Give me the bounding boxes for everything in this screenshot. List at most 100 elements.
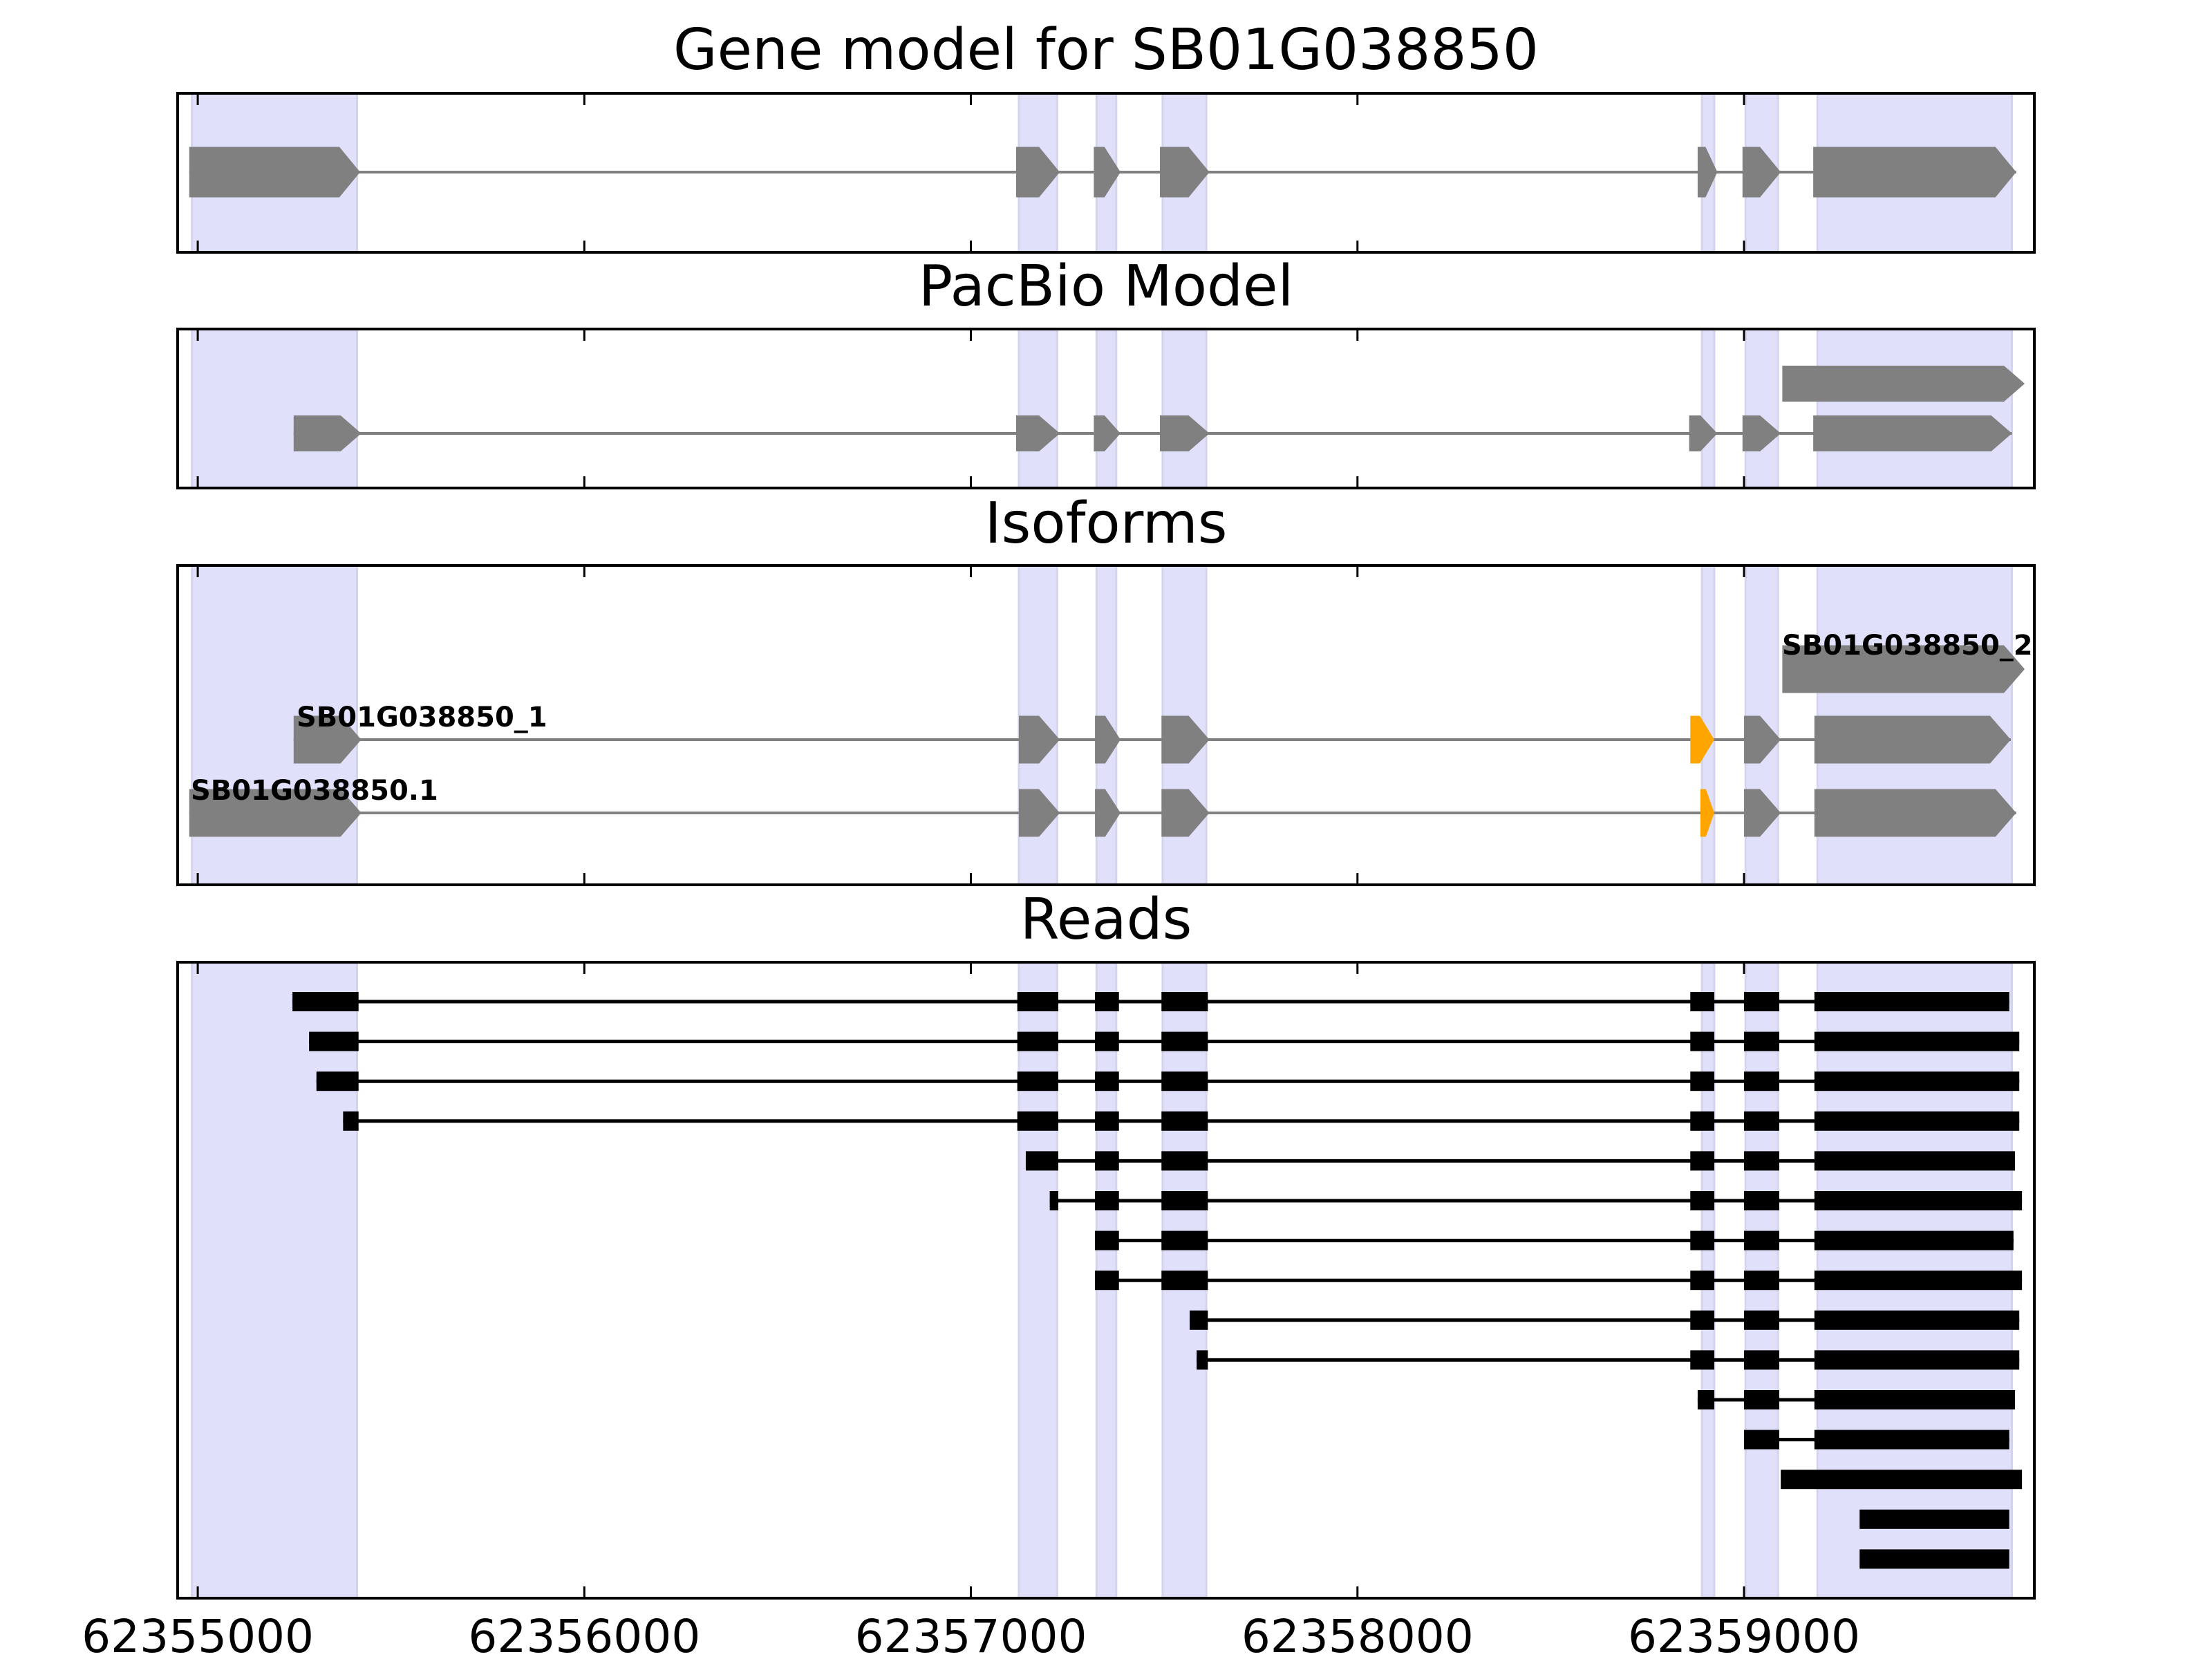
exon-shade-region <box>1018 328 1058 489</box>
isoform-label: SB01G038850.1 <box>191 775 438 807</box>
read-block <box>1095 1191 1119 1210</box>
read-block <box>1690 1350 1714 1370</box>
read-block <box>1095 1271 1119 1291</box>
read-block <box>1161 1071 1208 1091</box>
read-block <box>1744 1390 1779 1409</box>
x-tick-label: 62355000 <box>82 1610 314 1659</box>
read-block <box>292 992 359 1011</box>
exon <box>189 789 362 837</box>
read-block <box>1814 1071 2020 1091</box>
read-block <box>1814 992 2009 1011</box>
exon-shade-region <box>191 961 358 1600</box>
exon <box>1813 147 2016 198</box>
exon-shade-region <box>1095 328 1118 489</box>
read-block <box>1161 1271 1208 1291</box>
read-block <box>1017 1111 1058 1131</box>
read-block <box>1017 1031 1058 1051</box>
read-block <box>1690 992 1714 1011</box>
exon-shade-region <box>1816 328 2014 489</box>
exon <box>1015 415 1060 451</box>
exon <box>1095 715 1121 764</box>
read-block <box>1814 1271 2023 1291</box>
read-block <box>1690 1151 1714 1171</box>
read-block <box>1859 1549 2009 1569</box>
exon <box>1018 715 1060 764</box>
exon <box>1689 415 1718 451</box>
read-block <box>1161 1191 1208 1210</box>
read-block <box>1814 1191 2023 1210</box>
exon <box>1160 147 1210 198</box>
read-block <box>1025 1151 1058 1171</box>
read-block <box>1017 992 1058 1011</box>
highlighted-exon <box>1700 789 1714 837</box>
read-block <box>1814 1390 2016 1409</box>
read-block <box>1744 1071 1779 1091</box>
exon <box>1161 715 1210 764</box>
read-block <box>1690 1230 1714 1250</box>
panel-title-3: Reads <box>1020 887 1192 953</box>
read-block <box>1744 1230 1779 1250</box>
exon <box>1697 147 1718 198</box>
exon <box>1782 366 2025 402</box>
read-block <box>1814 1430 2009 1450</box>
x-tick-label: 62358000 <box>1241 1610 1474 1659</box>
panel-title-0: Gene model for SB01G038850 <box>673 17 1539 83</box>
read-block <box>1744 1430 1779 1450</box>
exon <box>189 147 360 198</box>
x-tick-label: 62357000 <box>855 1610 1087 1659</box>
read-block <box>1744 1310 1779 1330</box>
panel-frame <box>176 328 2036 489</box>
highlighted-exon <box>1690 715 1714 764</box>
read-block <box>1781 1470 2023 1490</box>
exon <box>1094 147 1121 198</box>
x-tick-label: 62359000 <box>1628 1610 1860 1659</box>
exon <box>1744 715 1781 764</box>
exon <box>1814 789 2016 837</box>
read-block <box>1814 1310 2020 1330</box>
read-block <box>1161 1151 1208 1171</box>
isoform-label: SB01G038850_1 <box>297 702 547 733</box>
isoform-label: SB01G038850_2 <box>1782 630 2033 662</box>
exon-shade-region <box>1161 328 1208 489</box>
x-tick-label: 62356000 <box>468 1610 700 1659</box>
exon <box>293 715 362 764</box>
read-block <box>316 1071 359 1091</box>
read-block <box>1095 1230 1119 1250</box>
read-block <box>1814 1230 2014 1250</box>
exon-shade-region <box>191 328 358 489</box>
panel-frame <box>176 961 2036 1600</box>
read-block <box>1190 1310 1208 1330</box>
exon-shade-region <box>1744 328 1779 489</box>
read-block <box>1814 1111 2020 1131</box>
read-block <box>1690 1271 1714 1291</box>
exon <box>1015 147 1060 198</box>
read-block <box>1859 1509 2009 1529</box>
exon-shade-region <box>1018 961 1058 1600</box>
panel-frame <box>176 92 2036 254</box>
exon <box>293 415 362 451</box>
exon <box>1018 789 1060 837</box>
read-block <box>1690 1031 1714 1051</box>
read-block <box>1744 1271 1779 1291</box>
read-block <box>1744 1151 1779 1171</box>
exon <box>1161 789 1210 837</box>
read-block <box>1690 1310 1714 1330</box>
read-block <box>1017 1071 1058 1091</box>
read-block <box>343 1111 359 1131</box>
read-block <box>1744 992 1779 1011</box>
read-block <box>309 1031 359 1051</box>
exon <box>1742 415 1781 451</box>
panel-frame <box>176 564 2036 886</box>
read-block <box>1814 1031 2020 1051</box>
read-block <box>1690 1071 1714 1091</box>
read-block <box>1095 1151 1119 1171</box>
read-block <box>1744 1111 1779 1131</box>
read-block <box>1697 1390 1714 1409</box>
read-block <box>1161 1031 1208 1051</box>
panel-title-2: Isoforms <box>985 491 1228 556</box>
exon-shade-region <box>1700 328 1716 489</box>
read-block <box>1161 1230 1208 1250</box>
exon <box>1095 789 1121 837</box>
read-block <box>1095 1031 1119 1051</box>
